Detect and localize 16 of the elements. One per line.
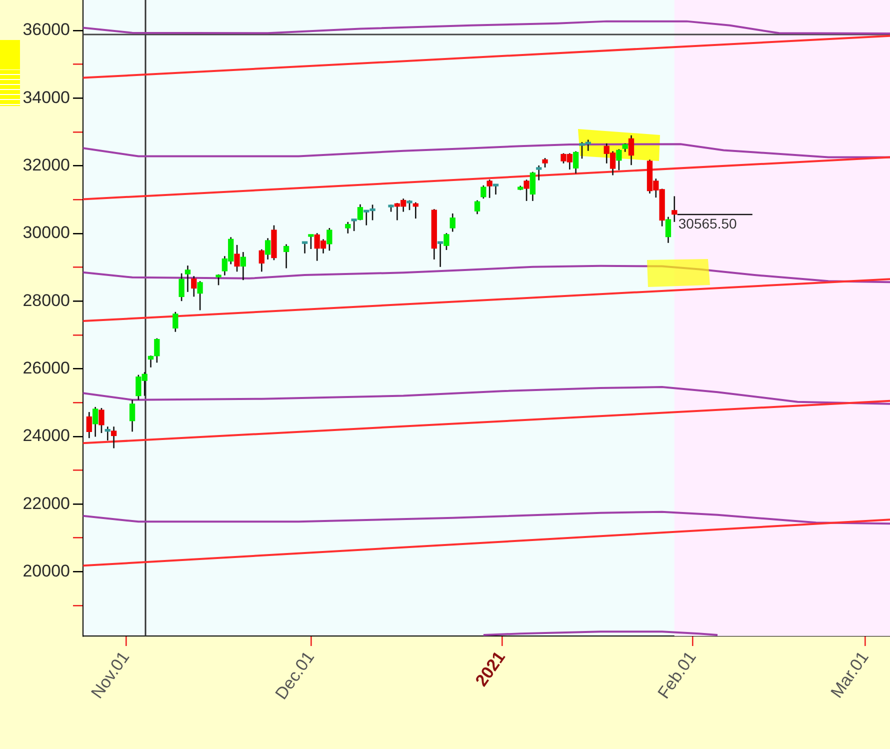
candlestick <box>437 241 444 267</box>
y-tick-label: 36000 <box>22 20 70 40</box>
candlestick <box>536 165 542 180</box>
candlestick <box>492 184 499 195</box>
y-tick-label: 26000 <box>22 358 70 378</box>
y-tick-label: 22000 <box>22 494 70 513</box>
y-tick-label: 30000 <box>22 223 70 242</box>
candlestick <box>104 426 110 440</box>
y-tick-label: 20000 <box>22 561 70 580</box>
annotation: 30565.50 <box>678 215 737 232</box>
candlestick <box>184 266 191 292</box>
y-tick-label: 24000 <box>22 426 70 446</box>
y-tick-label: 32000 <box>22 155 70 174</box>
y-tick-label: 28000 <box>22 290 70 310</box>
y-tick-label: 34000 <box>22 88 70 107</box>
candlestick <box>302 241 308 254</box>
